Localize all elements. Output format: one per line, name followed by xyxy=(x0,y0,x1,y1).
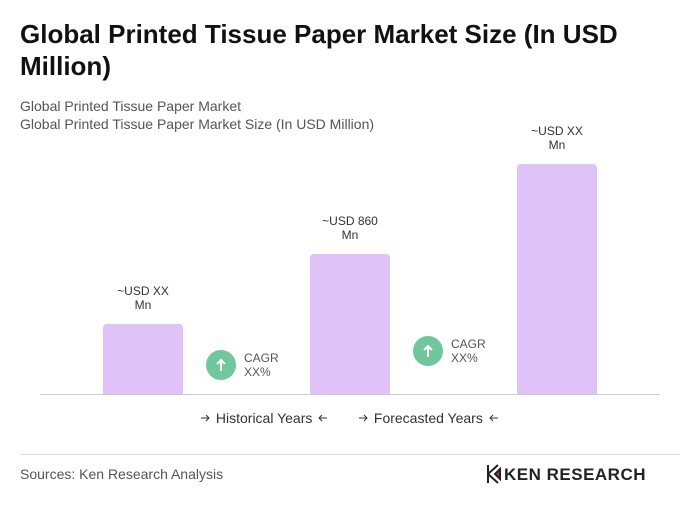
cagr-icon xyxy=(206,350,236,380)
arrow-right xyxy=(359,414,368,422)
cagr-icon xyxy=(413,336,443,366)
arrow-up xyxy=(423,344,433,357)
period-text: Historical Years xyxy=(215,410,313,426)
baseline xyxy=(40,394,660,395)
bar xyxy=(310,253,390,394)
arrow-up xyxy=(216,358,226,371)
cagr-label: CAGR xyxy=(244,351,279,365)
chart-title: Global Printed Tissue Paper Market Size … xyxy=(20,19,618,81)
caption: Global Printed Tissue Paper Market Size … xyxy=(20,116,375,132)
logo-icon xyxy=(487,464,501,484)
logo-text: KEN RESEARCH xyxy=(504,465,647,484)
arrow-left xyxy=(318,414,328,422)
value-label: ~USD 860 Mn xyxy=(322,213,378,242)
bar xyxy=(517,164,597,394)
subtitle: Global Printed Tissue Paper Market xyxy=(20,98,241,114)
logo: KEN RESEARCH xyxy=(486,464,646,485)
value-label: ~USD XX Mn xyxy=(531,124,583,152)
arrow-left xyxy=(489,414,498,422)
period-text: Forecasted Years xyxy=(373,410,483,426)
source: Sources: Ken Research Analysis xyxy=(20,466,224,482)
period-label: Historical Years xyxy=(200,410,328,426)
arrow-right xyxy=(201,414,210,422)
period-label: Forecasted Years xyxy=(358,410,499,426)
cagr-value: XX% xyxy=(451,351,478,365)
cagr-label: CAGR xyxy=(451,337,486,351)
value-label: ~USD XX Mn xyxy=(117,283,169,312)
cagr-value: XX% xyxy=(244,365,271,379)
divider xyxy=(20,454,680,455)
bar xyxy=(103,323,183,394)
